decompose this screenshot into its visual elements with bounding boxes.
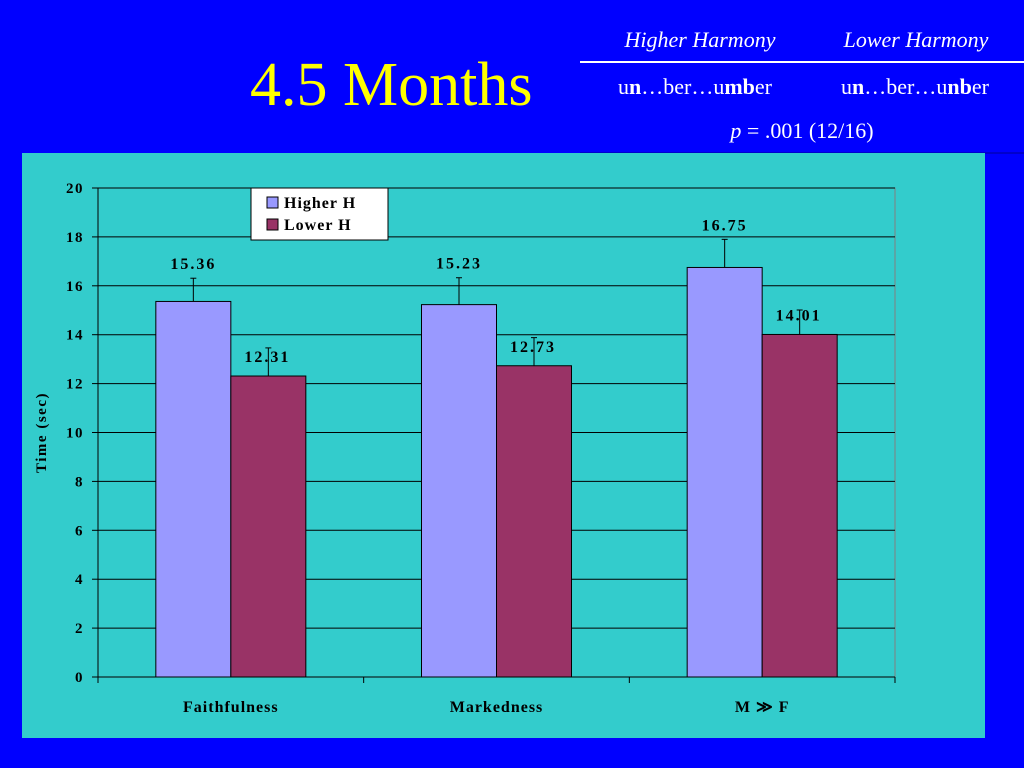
legend-swatch-lower-h [266,218,279,231]
bar-chart: 0 2 4 6 8 10 12 14 16 18 20 15.36 12.31 Faithfulness 1… [34,181,896,716]
data-label: 16.75 [702,217,748,234]
y-tick-label: 10 [66,426,84,442]
y-axis-title: Time (sec) [34,392,50,473]
y-tick-label: 8 [75,474,84,490]
conditions-table: Higher Harmony Lower Harmony un…ber…umbe… [580,22,1024,154]
bars [155,238,838,678]
data-label: 14.01 [776,307,822,324]
labels: 0 2 4 6 8 10 12 14 16 18 20 15.36 12.31 Faithfulness 1… [34,181,822,716]
slide-title: 4.5 Months [250,51,533,119]
y-tick-label: 20 [66,181,84,197]
legend-label-lower-h: Lower H [284,217,352,234]
data-label: 12.73 [510,339,556,356]
p-value: p = .001 (12/16) [730,118,874,143]
bar-lower-h [496,365,572,678]
y-tick-label: 2 [75,621,84,637]
x-category-label: Markedness [450,699,544,716]
table-rule [580,61,1024,63]
bar-higher-h [421,304,497,678]
data-label: 15.36 [170,256,216,273]
legend-swatch-higher-h [266,196,279,209]
x-category-label: Faithfulness [183,699,279,716]
y-tick-label: 4 [75,572,84,588]
bar-lower-h [230,375,307,678]
y-tick-label: 14 [66,328,84,344]
header-lower-harmony: Lower Harmony [843,27,989,52]
y-tick-label: 0 [75,670,84,686]
data-label: 12.31 [244,349,290,366]
header-higher-harmony: Higher Harmony [624,27,776,52]
x-category-label: M ≫ F [735,699,790,716]
y-tick-label: 16 [66,279,84,295]
y-tick-label: 12 [66,377,84,393]
bar-higher-h [155,300,232,678]
y-tick-label: 18 [66,230,84,246]
chart-panel: 0 2 4 6 8 10 12 14 16 18 20 15.36 12.31 Faithfulness 1… [22,153,985,738]
data-label: 15.23 [436,256,482,273]
bar-higher-h [686,266,763,678]
y-tick-label: 6 [75,523,84,539]
higher-harmony-stimulus: un…ber…umber [618,74,772,99]
legend: Higher H Lower H [250,187,389,241]
axes [92,187,896,683]
bar-lower-h [761,333,838,678]
legend-label-higher-h: Higher H [284,195,356,212]
lower-harmony-stimulus: un…ber…unber [841,74,989,99]
